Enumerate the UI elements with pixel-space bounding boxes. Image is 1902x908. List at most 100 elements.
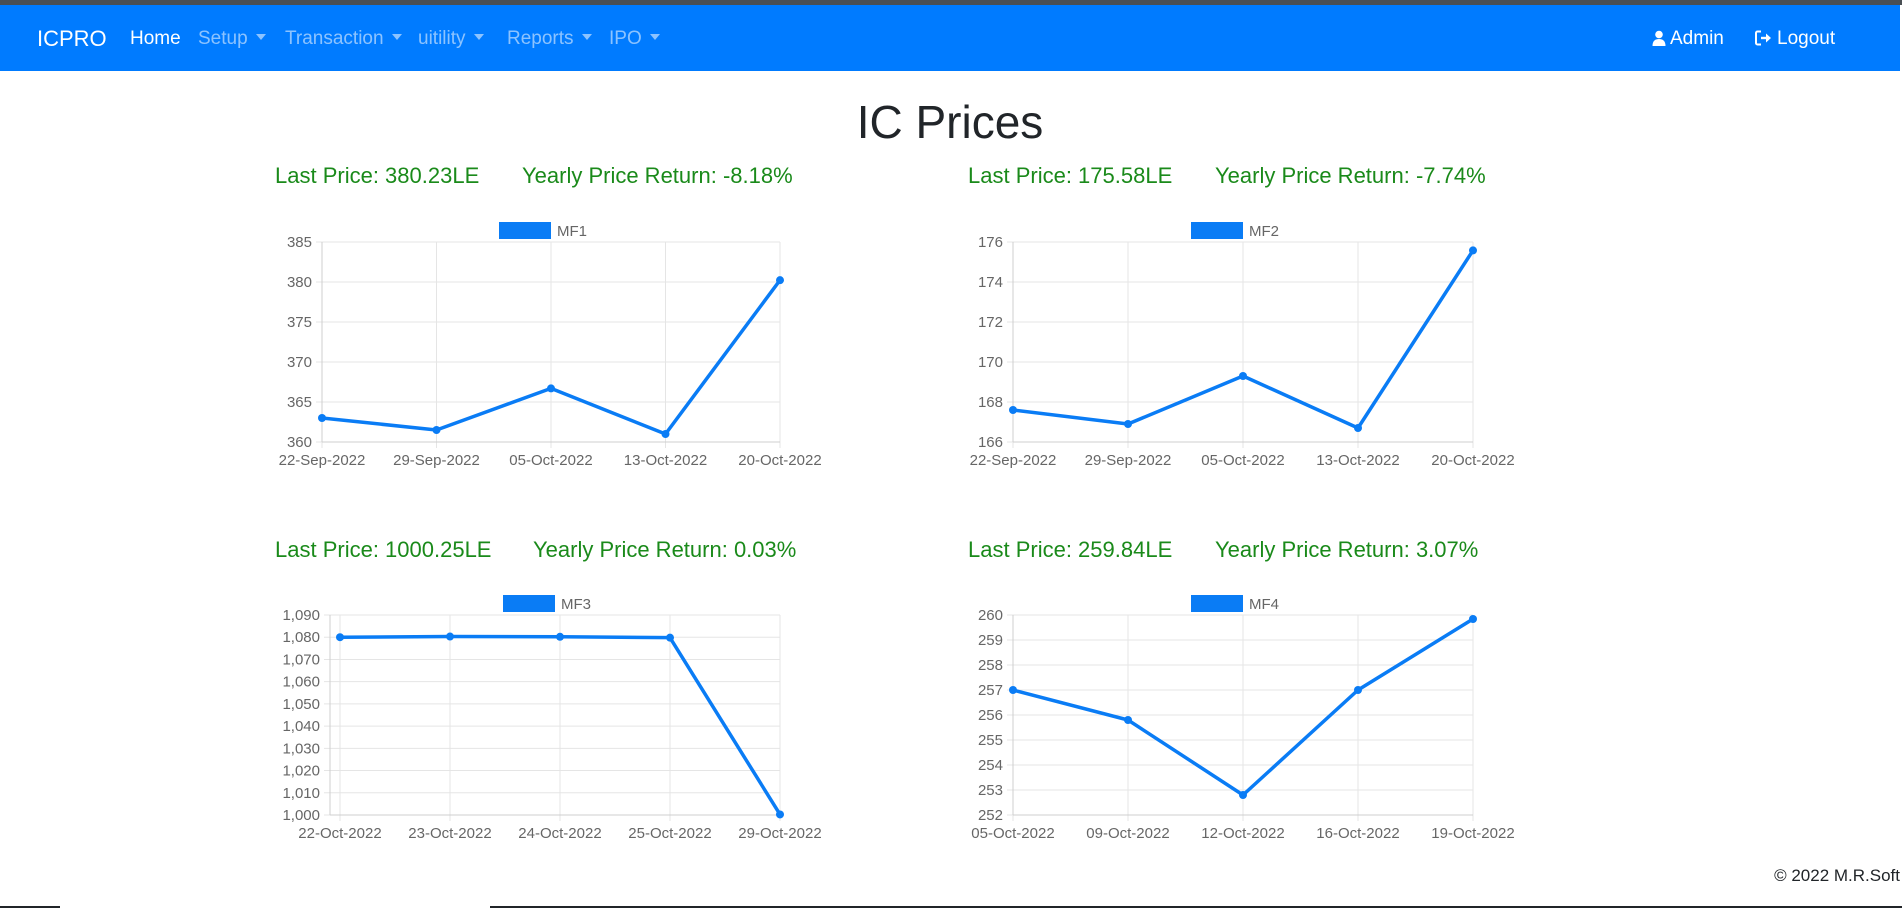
y-tick-label: 365 (287, 394, 312, 411)
y-tick-label: 370 (287, 354, 312, 371)
data-point (666, 633, 674, 642)
user-icon (1652, 30, 1666, 46)
yearly-return-mf4: Yearly Price Return: 3.07% (1215, 537, 1479, 562)
footer-divider (0, 906, 60, 908)
data-point (1009, 686, 1017, 694)
y-tick-label: 255 (978, 732, 1003, 749)
y-tick-label: 360 (287, 434, 312, 451)
x-tick-label: 05-Oct-2022 (1201, 452, 1284, 469)
window-top-border (0, 0, 1902, 5)
footer-divider (490, 906, 1902, 908)
y-tick-label: 380 (287, 274, 312, 291)
data-point (446, 632, 454, 641)
x-tick-label: 22-Sep-2022 (279, 452, 366, 469)
y-tick-label: 252 (978, 807, 1003, 824)
y-tick-label: 253 (978, 782, 1003, 799)
data-point (1239, 372, 1247, 380)
data-point (547, 384, 555, 393)
y-tick-label: 257 (978, 682, 1003, 699)
nav-utility-label: uitility (418, 28, 466, 49)
data-point (336, 633, 344, 642)
y-tick-label: 172 (978, 314, 1003, 331)
x-tick-label: 19-Oct-2022 (1431, 825, 1514, 842)
data-point (318, 414, 326, 422)
y-tick-label: 260 (978, 607, 1003, 624)
y-tick-label: 1,050 (282, 696, 320, 713)
data-point (556, 632, 564, 641)
x-tick-label: 23-Oct-2022 (408, 825, 491, 842)
nav-home-label: Home (130, 28, 181, 49)
caret-down-icon (473, 34, 484, 40)
nav-transaction-dropdown[interactable]: Transaction (285, 28, 402, 50)
legend-label: MF2 (1249, 223, 1279, 240)
x-tick-label: 13-Oct-2022 (1316, 452, 1399, 469)
last-price-mf1: Last Price: 380.23LE (275, 163, 480, 188)
y-tick-label: 170 (978, 354, 1003, 371)
nav-setup-dropdown[interactable]: Setup (198, 28, 266, 50)
last-price-mf4: Last Price: 259.84LE (968, 537, 1173, 562)
data-point (1354, 686, 1362, 694)
legend-swatch (503, 595, 555, 612)
data-point (776, 276, 784, 285)
y-tick-label: 1,080 (282, 629, 320, 646)
x-tick-label: 20-Oct-2022 (1431, 452, 1514, 469)
nav-ipo-dropdown[interactable]: IPO (609, 28, 660, 50)
data-point (776, 810, 784, 819)
nav-reports-label: Reports (507, 28, 574, 49)
yearly-return-mf1: Yearly Price Return: -8.18% (522, 163, 793, 188)
x-tick-label: 05-Oct-2022 (509, 452, 592, 469)
x-tick-label: 16-Oct-2022 (1316, 825, 1399, 842)
nav-transaction-label: Transaction (285, 28, 384, 49)
y-tick-label: 1,000 (282, 807, 320, 824)
caret-down-icon (581, 34, 592, 40)
y-tick-label: 1,070 (282, 651, 320, 668)
price-chart-mf3: MF3 1,090 1,080 1,070 1,060 1,050 1,040 1,030 1,… (282, 595, 822, 842)
y-tick-label: 166 (978, 434, 1003, 451)
x-tick-label: 25-Oct-2022 (628, 825, 711, 842)
last-price-mf2: Last Price: 175.58LE (968, 163, 1173, 188)
nav-admin-label: Admin (1670, 28, 1724, 49)
x-tick-label: 13-Oct-2022 (624, 452, 707, 469)
y-tick-label: 1,030 (282, 740, 320, 757)
legend-swatch (1191, 222, 1243, 239)
x-tick-label: 20-Oct-2022 (738, 452, 821, 469)
y-tick-label: 259 (978, 632, 1003, 649)
yearly-return-mf3: Yearly Price Return: 0.03% (533, 537, 797, 562)
y-tick-label: 258 (978, 657, 1003, 674)
y-tick-label: 1,090 (282, 607, 320, 624)
nav-admin[interactable]: Admin (1652, 28, 1724, 50)
x-tick-label: 29-Oct-2022 (738, 825, 821, 842)
x-tick-label: 22-Oct-2022 (298, 825, 381, 842)
y-tick-label: 254 (978, 757, 1003, 774)
y-tick-label: 375 (287, 314, 312, 331)
yearly-return-mf2: Yearly Price Return: -7.74% (1215, 163, 1486, 188)
legend-label: MF3 (561, 596, 591, 613)
last-price-mf3: Last Price: 1000.25LE (275, 537, 492, 562)
y-tick-label: 168 (978, 394, 1003, 411)
price-chart-mf4: MF4 260 259 258 257 256 255 254 253 25205-Oct-202… (971, 595, 1515, 842)
data-point (1469, 615, 1477, 623)
nav-logout-label: Logout (1777, 28, 1836, 49)
nav-utility-dropdown[interactable]: uitility (418, 28, 484, 50)
brand-link[interactable]: ICPRO (37, 26, 107, 51)
nav-reports-dropdown[interactable]: Reports (507, 28, 592, 50)
y-tick-label: 1,010 (282, 785, 320, 802)
x-tick-label: 05-Oct-2022 (971, 825, 1054, 842)
nav-ipo-label: IPO (609, 28, 642, 49)
nav-logout[interactable]: Logout (1755, 28, 1835, 50)
sign-out-icon (1755, 30, 1771, 46)
legend-label: MF1 (557, 223, 587, 240)
navbar: ICPRO Home Setup Transaction uitility Re… (0, 5, 1900, 71)
caret-down-icon (255, 34, 266, 40)
page-title: IC Prices (856, 96, 1044, 148)
legend-label: MF4 (1249, 596, 1279, 613)
caret-down-icon (391, 34, 402, 40)
legend-swatch (499, 222, 551, 239)
data-point (1124, 420, 1132, 428)
data-point (661, 430, 670, 438)
y-tick-label: 256 (978, 707, 1003, 724)
data-point (432, 426, 441, 434)
nav-home[interactable]: Home (130, 28, 181, 50)
